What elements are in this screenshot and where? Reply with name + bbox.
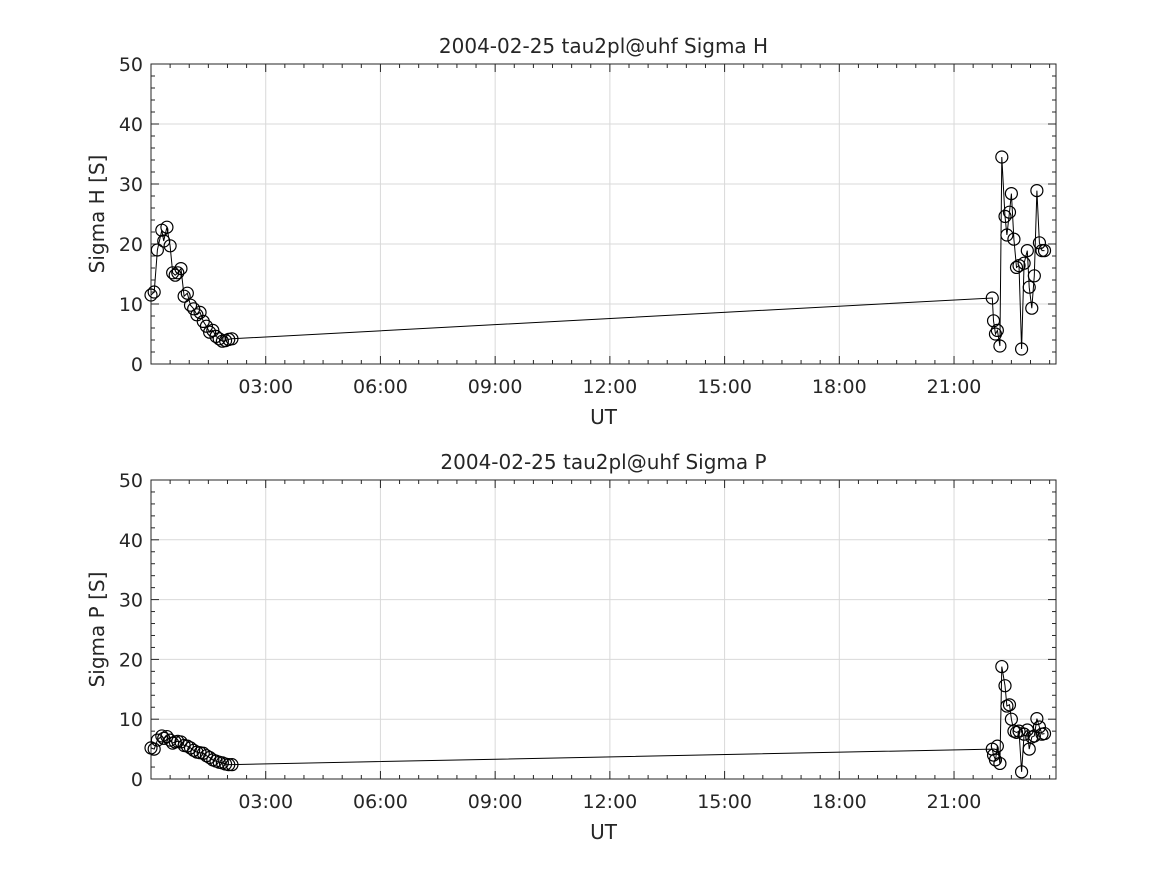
data-point xyxy=(1027,269,1041,283)
data-point xyxy=(1030,712,1044,726)
data-point xyxy=(163,733,177,747)
data-point xyxy=(225,758,239,772)
data-point xyxy=(1002,698,1017,712)
data-point xyxy=(180,286,194,300)
x-tick-label: 12:00 xyxy=(582,376,637,398)
x-tick-label: 21:00 xyxy=(927,791,982,813)
data-point xyxy=(1002,205,1017,219)
data-point xyxy=(222,758,236,772)
data-point xyxy=(163,239,177,253)
data-point xyxy=(1030,184,1044,198)
data-point xyxy=(171,266,185,280)
data-point xyxy=(998,209,1012,223)
data-point xyxy=(147,742,161,756)
data-point xyxy=(1037,244,1052,258)
y-tick-label: 50 xyxy=(119,470,143,492)
y-axis-label: Sigma H [S] xyxy=(85,155,109,274)
data-point xyxy=(988,753,1003,767)
data-point xyxy=(180,739,194,753)
data-point xyxy=(1032,720,1047,734)
data-point xyxy=(990,739,1004,753)
data-point xyxy=(187,302,201,316)
data-point xyxy=(1014,765,1029,779)
sigma-p-panel: 03:00 06:00 09:00 12:00 15:00 18:00 21:00 0 10 20… xyxy=(85,450,1057,844)
plot-frame xyxy=(150,479,1057,780)
data-point xyxy=(160,220,174,234)
x-axis-label: UT xyxy=(590,405,618,429)
data-point xyxy=(203,325,217,339)
data-point xyxy=(225,332,239,346)
data-point xyxy=(183,298,198,312)
y-tick-label: 40 xyxy=(119,114,143,136)
data-point xyxy=(990,323,1004,337)
data-point xyxy=(985,291,999,305)
x-tick-label: 03:00 xyxy=(238,376,293,398)
y-tick-label: 30 xyxy=(119,174,143,196)
y-tick-label: 20 xyxy=(119,234,143,256)
x-tick-label: 21:00 xyxy=(927,376,982,398)
data-point xyxy=(155,729,169,743)
data-point xyxy=(144,288,158,302)
data-point xyxy=(998,679,1012,693)
data-point xyxy=(1037,726,1052,741)
x-tick-label: 18:00 xyxy=(812,791,867,813)
data-point xyxy=(212,332,226,346)
data-point xyxy=(1017,727,1031,741)
x-tick-label: 06:00 xyxy=(353,376,408,398)
x-tick-label: 06:00 xyxy=(353,791,408,813)
x-tick-label: 09:00 xyxy=(468,376,523,398)
data-point xyxy=(995,150,1009,164)
y-axis-label: Sigma P [S] xyxy=(85,572,109,688)
y-tick-label: 40 xyxy=(119,530,143,552)
data-point xyxy=(1014,342,1029,356)
data-point xyxy=(993,339,1007,353)
data-point xyxy=(1004,187,1018,201)
data-point xyxy=(150,243,164,257)
y-tick-label: 50 xyxy=(119,54,143,76)
x-tick-label: 12:00 xyxy=(582,791,637,813)
chart-title: 2004-02-25 tau2pl@uhf Sigma P xyxy=(440,450,766,474)
data-point xyxy=(1032,236,1047,250)
data-point xyxy=(1025,301,1039,315)
data-point xyxy=(193,305,207,319)
x-tick-label: 15:00 xyxy=(697,376,752,398)
data-point xyxy=(1020,244,1034,258)
data-point xyxy=(187,743,201,757)
y-tick-label: 10 xyxy=(119,294,143,316)
data-point xyxy=(199,319,214,333)
sigma-h-panel: 03:00 06:00 09:00 12:00 15:00 18:00 21:00 0 10 20… xyxy=(85,34,1057,429)
data-point xyxy=(995,659,1009,674)
data-point xyxy=(1009,260,1024,274)
chart-title: 2004-02-25 tau2pl@uhf Sigma H xyxy=(439,34,768,58)
data-point xyxy=(1000,228,1014,242)
y-tick-label: 10 xyxy=(119,709,143,731)
y-tick-label: 0 xyxy=(131,354,143,376)
data-point xyxy=(1007,232,1021,246)
data-point xyxy=(166,266,180,280)
data-point xyxy=(147,285,161,299)
plot-frame xyxy=(150,63,1057,365)
data-point xyxy=(196,746,210,760)
y-tick-label: 0 xyxy=(131,769,143,791)
data-point xyxy=(986,314,1001,328)
series-line xyxy=(150,156,1045,350)
y-tick-label: 30 xyxy=(119,590,143,612)
data-point xyxy=(1017,256,1031,270)
data-point xyxy=(150,733,164,747)
data-point xyxy=(1022,280,1036,294)
x-tick-label: 18:00 xyxy=(812,376,867,398)
data-point xyxy=(174,735,188,749)
x-axis-label: UT xyxy=(590,820,618,844)
x-tick-label: 15:00 xyxy=(697,791,752,813)
data-point xyxy=(206,323,220,337)
x-tick-label: 03:00 xyxy=(238,791,293,813)
x-tick-label: 09:00 xyxy=(468,791,523,813)
data-point xyxy=(177,289,191,303)
data-point xyxy=(174,262,188,276)
data-point xyxy=(993,756,1007,771)
y-tick-label: 20 xyxy=(119,649,143,671)
